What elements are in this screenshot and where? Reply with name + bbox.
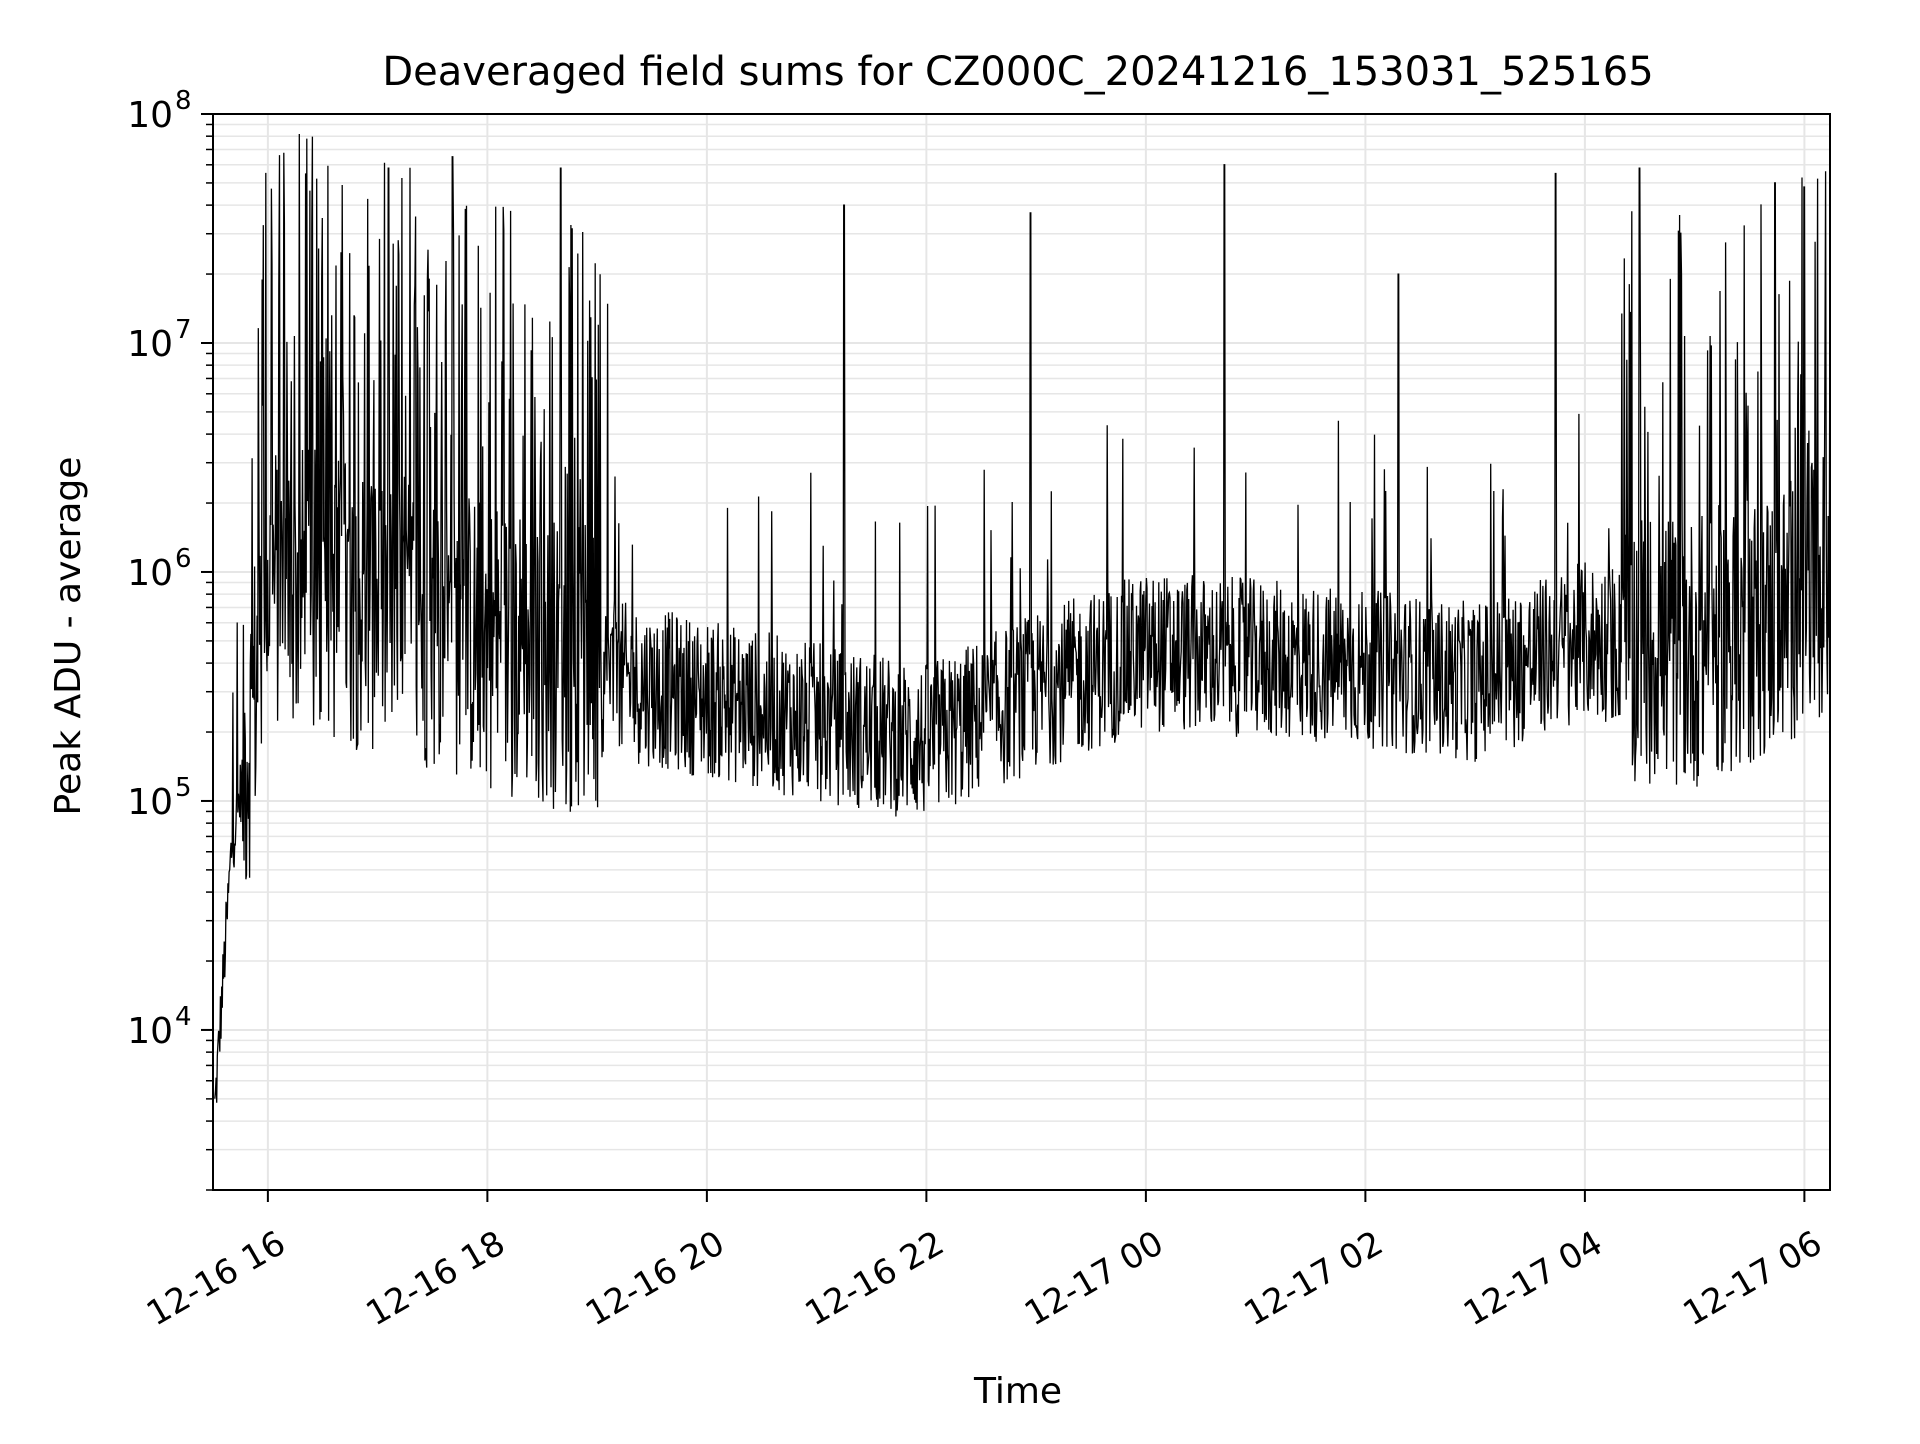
series-line: [214, 133, 1831, 1103]
y-tick-base: 10: [127, 782, 173, 823]
x-tick-label: 12-16 22: [798, 1223, 950, 1334]
y-tick-label: 10 4: [127, 1002, 191, 1052]
y-tick-base: 10: [127, 95, 173, 136]
x-axis-label: Time: [973, 1371, 1062, 1412]
y-tick-base: 10: [127, 324, 173, 365]
y-tick-base: 10: [127, 553, 173, 594]
x-tick-label: 12-17 02: [1237, 1223, 1389, 1334]
y-tick-label: 10 7: [127, 315, 191, 365]
y-tick-exponent: 4: [175, 1002, 192, 1032]
x-tick-label: 12-16 16: [140, 1223, 292, 1334]
y-tick-label: 10 5: [127, 773, 191, 823]
plot-frame: [212, 113, 1831, 1191]
y-tick-exponent: 8: [175, 86, 192, 116]
x-tick-label: 12-17 06: [1676, 1223, 1828, 1334]
y-tick-exponent: 5: [175, 773, 192, 803]
x-tick-label: 12-16 20: [579, 1223, 731, 1334]
y-tick-base: 10: [127, 1011, 173, 1052]
grid: [213, 113, 1830, 1191]
y-tick-label: 10 6: [127, 544, 191, 594]
x-tick-label: 12-16 18: [359, 1223, 511, 1334]
chart-title: Deaveraged field sums for CZ000C_2024121…: [382, 49, 1653, 95]
x-tick-label: 12-17 04: [1457, 1223, 1609, 1334]
x-tick-label: 12-17 00: [1018, 1223, 1170, 1334]
y-tick-label: 10 8: [127, 86, 191, 136]
x-axis: 12-16 16 12-16 18 12-16 20 12-16 22 12-17 00…: [140, 1190, 1829, 1334]
y-tick-exponent: 6: [175, 544, 192, 574]
y-tick-exponent: 7: [175, 315, 192, 345]
data-series: [214, 133, 1831, 1103]
y-axis-label: Peak ADU - average: [48, 457, 89, 816]
